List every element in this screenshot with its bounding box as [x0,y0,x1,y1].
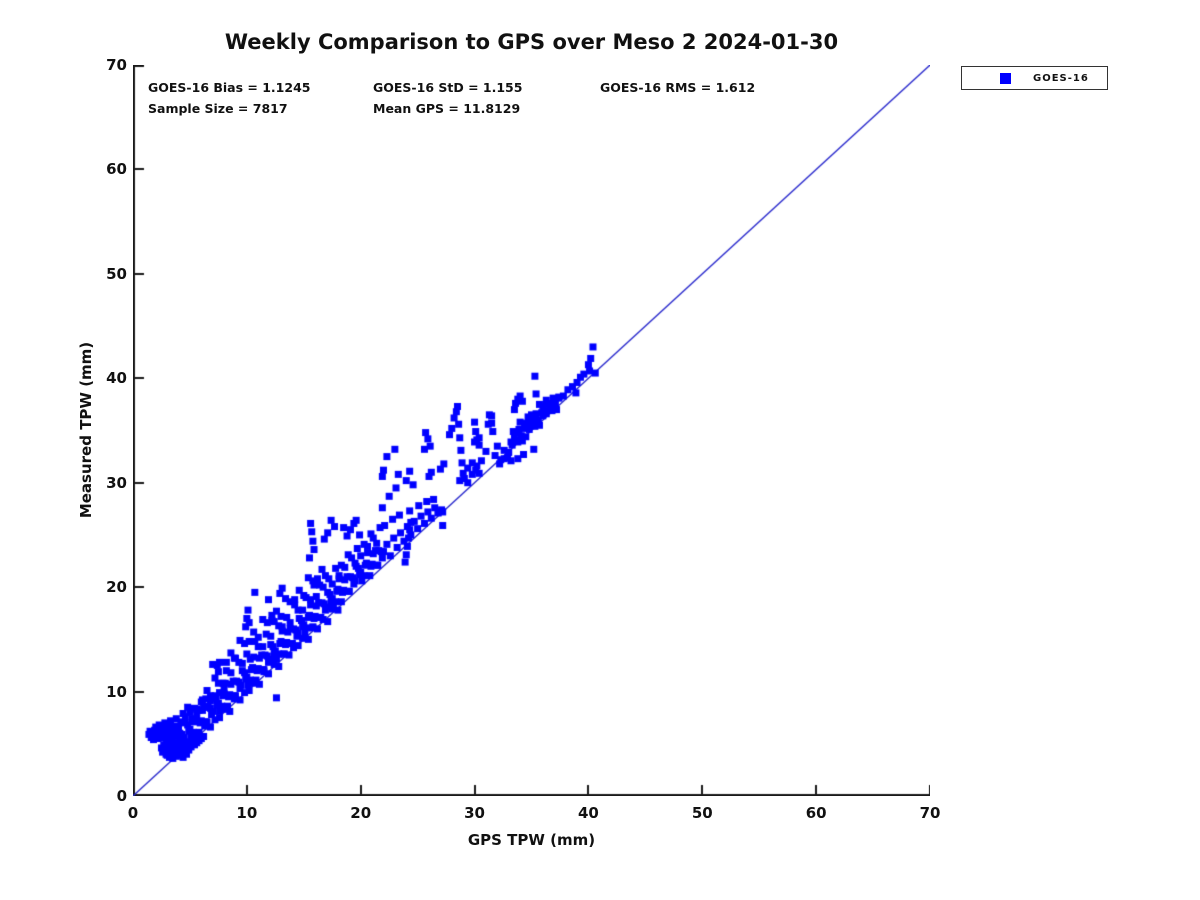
legend: GOES-16 [961,66,1108,90]
scatter-plot-canvas[interactable] [133,65,930,796]
legend-label: GOES-16 [1033,72,1089,84]
x-tick-label: 50 [691,804,713,822]
x-axis-label: GPS TPW (mm) [467,831,596,849]
y-tick-label: 0 [116,787,127,805]
chart-title: Weekly Comparison to GPS over Meso 2 202… [224,30,839,54]
y-tick-label: 30 [106,473,127,492]
x-tick-label: 70 [919,804,941,822]
x-tick-label: 40 [577,804,599,822]
x-tick-label: 0 [127,804,139,822]
x-tick-label: 30 [464,804,485,822]
x-tick-label: 10 [236,804,258,822]
x-tick-label: 60 [805,804,827,822]
y-tick-label: 20 [106,578,127,597]
y-tick-label: 40 [106,369,127,388]
legend-marker-square-icon [1000,72,1011,84]
y-axis-label: Measured TPW (mm) [77,341,95,519]
y-tick-label: 50 [106,264,127,283]
y-tick-label: 10 [106,682,127,701]
y-tick-label: 70 [106,56,127,74]
x-tick-label: 20 [350,804,372,822]
y-tick-label: 60 [106,160,127,179]
